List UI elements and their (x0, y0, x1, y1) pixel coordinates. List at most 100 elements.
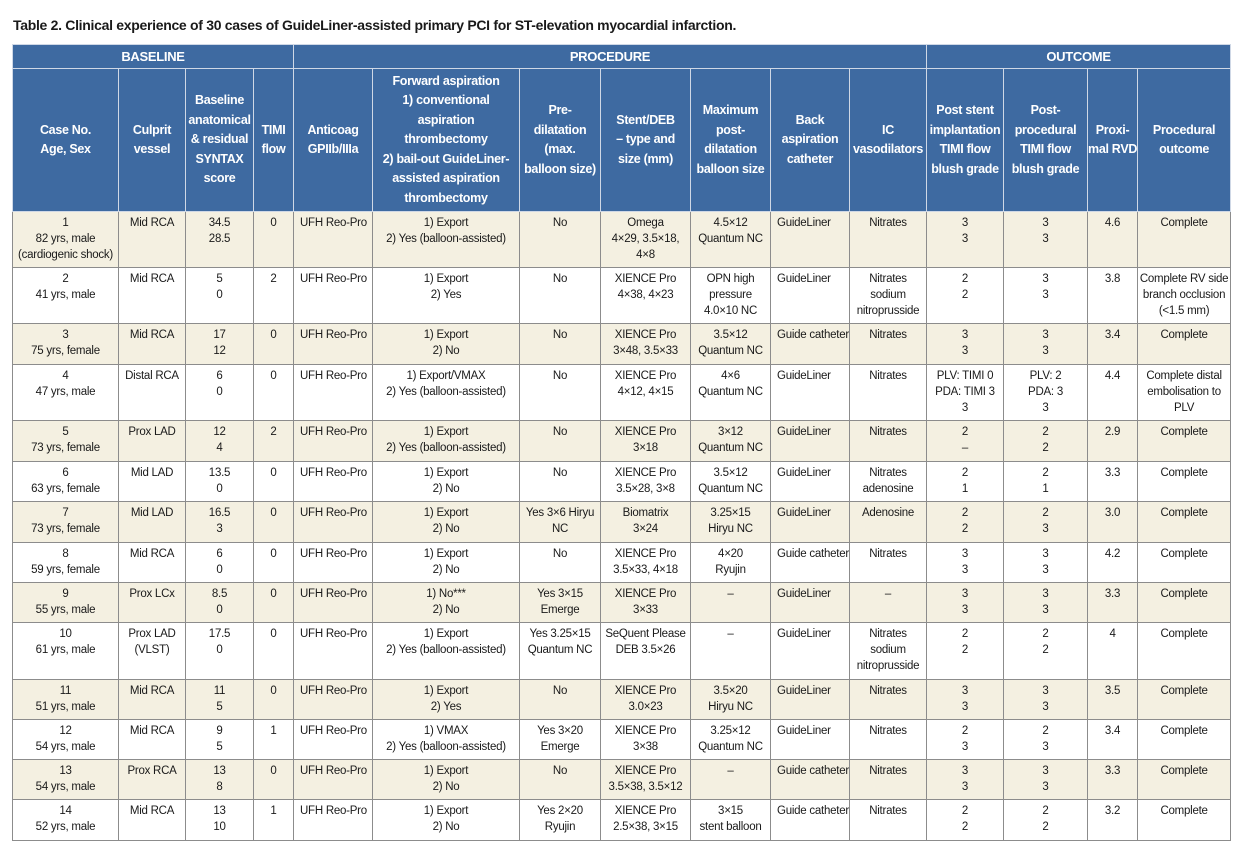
cell-line: 3×48, 3.5×33 (613, 345, 678, 357)
table-cell: XIENCE Pro 3.5×28, 3×8 (600, 461, 691, 502)
cell-line: No (552, 217, 568, 229)
cell-line: 3 (961, 741, 969, 753)
header-line: vasodilators (852, 142, 924, 156)
table-cell: Complete (1137, 323, 1232, 365)
cell-line: 5 (216, 741, 223, 753)
table-cell: – (849, 582, 927, 623)
table-cell: 4.5×12 Quantum NC (690, 211, 771, 268)
table-cell: 3.5×12 Quantum NC (690, 323, 771, 365)
header-line: 1) conventional (402, 93, 490, 108)
cell-line: Quantum NC (698, 345, 763, 357)
table-cell: Nitrates adenosine (849, 461, 927, 502)
cell-line: No (552, 548, 568, 560)
cell-line: 13 (59, 765, 72, 777)
cell-line: XIENCE Pro (614, 329, 677, 341)
cell-line: 1) Export (423, 273, 469, 285)
cell-line: 3 (1042, 564, 1049, 576)
table-cell: 3.3 (1086, 759, 1139, 800)
cell-line: UFH Reo-Pro (300, 628, 367, 640)
header-line: dilatation (704, 142, 757, 156)
cell-line: 2) No (432, 483, 460, 495)
cell-line: 4.0×10 NC (703, 305, 758, 317)
cell-line: 2 (1042, 442, 1049, 454)
column-header: Procedural outcome (1137, 68, 1232, 212)
table-row: 3 75 yrs, female Mid RCA 17 12 0 UFH Reo-Pro 1)… (12, 323, 1232, 365)
cell-line: 3 (1042, 329, 1049, 341)
table-cell: 1) Export 2) No (372, 323, 520, 365)
table-cell: 1) Export 2) Yes (372, 679, 520, 720)
table-cell: 3.25×12 Quantum NC (690, 719, 771, 760)
column-header: Proxi-mal RVD (1086, 68, 1139, 212)
table-cell: GuideLiner (770, 211, 850, 268)
cell-line: Nitrates (869, 628, 907, 640)
table-cell: Complete (1137, 622, 1232, 680)
cell-line: Mid RCA (129, 685, 175, 697)
cell-line: Omega (627, 217, 664, 229)
cell-line: 1) Export (423, 805, 469, 817)
cell-line: Guide catheter (777, 805, 849, 817)
cell-line: No (552, 467, 568, 479)
table-cell: 3.5 (1086, 679, 1139, 720)
table-cell: Prox LAD (VLST) (118, 622, 186, 680)
header-line: aspiration (417, 112, 475, 127)
table-cell: UFH Reo-Pro (293, 211, 373, 268)
header-line: mal RVD (1088, 142, 1138, 156)
cell-line: DEB 3.5×26 (615, 644, 676, 656)
table-cell: XIENCE Pro 3×48, 3.5×33 (600, 323, 691, 365)
cell-line: 3.0 (1104, 507, 1121, 519)
table-cell: 13.5 0 (185, 461, 254, 502)
table-cell: 8.5 0 (185, 582, 254, 623)
column-header: Forward aspiration 1) conventional aspirat… (372, 68, 520, 212)
cell-line: 11 (59, 685, 72, 697)
cell-line: 3.25×12 (710, 725, 751, 737)
group-header: PROCEDURE (293, 44, 927, 69)
table-cell: – (690, 582, 771, 623)
cell-line: 2 (961, 523, 969, 535)
cell-line: 2) No (432, 564, 460, 576)
cell-line: GuideLiner (777, 370, 831, 382)
cell-line: Mid LAD (130, 507, 174, 519)
table-cell: UFH Reo-Pro (293, 501, 373, 543)
header-line: size (mm) (618, 151, 673, 166)
header-line: blush grade (931, 161, 999, 176)
cell-line: Nitrates (869, 426, 907, 438)
column-header: Stent/DEB – type and size (mm) (600, 68, 691, 212)
header-line: dilatation (533, 122, 587, 137)
cell-line: Mid RCA (129, 273, 175, 285)
cell-line: 12 (213, 426, 226, 438)
header-line: Baseline (194, 93, 245, 108)
cell-line: 0 (270, 628, 277, 640)
table-row: 5 73 yrs, female Prox LAD 12 4 2 UFH Reo-Pro 1)… (12, 420, 1232, 462)
header-line: Procedural (1152, 122, 1216, 137)
table-cell: No (519, 759, 601, 800)
table-row: 13 54 yrs, male Prox RCA 13 8 0 UFH Reo-Pro 1) … (12, 759, 1232, 800)
cell-line: 2) No (432, 604, 460, 616)
cell-line: 3 (1042, 741, 1049, 753)
table-cell: Nitrates (849, 679, 927, 720)
cell-line: Prox LAD (128, 628, 176, 640)
table-cell: 13 54 yrs, male (12, 759, 119, 800)
table-cell: GuideLiner (770, 582, 850, 623)
cell-line: XIENCE Pro (614, 805, 677, 817)
cell-line: 11 (213, 685, 226, 697)
cell-line: NC (551, 523, 569, 535)
cell-line: 1) Export (423, 426, 469, 438)
table-cell: 1) Export 2) No (372, 759, 520, 800)
cell-line: 0 (216, 386, 223, 398)
cell-line: 63 yrs, female (31, 483, 100, 495)
cell-line: 17 (213, 329, 226, 341)
cell-line: 1) VMAX (423, 725, 469, 737)
table-row: 4 47 yrs, male Distal RCA 6 0 0 UFH Reo-Pro 1) … (12, 364, 1232, 421)
cell-line: UFH Reo-Pro (300, 765, 367, 777)
data-table: BASELINE PROCEDURE OUTCOME Case No. Age, Sex… (12, 44, 1232, 841)
cell-line: Distal RCA (125, 370, 179, 382)
cell-line: 4×38, 4×23 (617, 289, 674, 301)
cell-line: 2.5×38, 3×15 (613, 821, 678, 833)
header-line: outcome (1159, 142, 1210, 156)
table-cell: UFH Reo-Pro (293, 364, 373, 421)
header-line: TIMI (261, 122, 286, 137)
table-cell: 1 82 yrs, male (cardiogenic shock) (12, 211, 119, 268)
